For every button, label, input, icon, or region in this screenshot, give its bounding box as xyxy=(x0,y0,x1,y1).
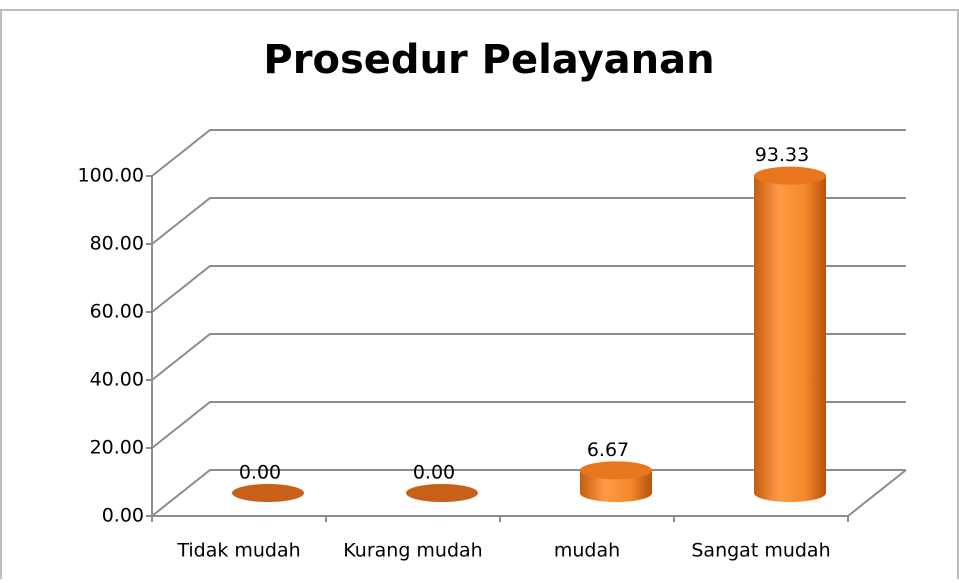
value-label: 93.33 xyxy=(755,144,809,166)
grid-line xyxy=(151,197,906,245)
y-tick-label: 100.00 xyxy=(78,165,144,187)
grid-line xyxy=(151,469,906,517)
value-label: 0.00 xyxy=(413,462,455,484)
cylinder-body xyxy=(754,175,826,503)
x-tick-label: Kurang mudah xyxy=(343,540,482,562)
grid-line xyxy=(151,401,906,449)
x-tick-label: Sangat mudah xyxy=(691,540,830,562)
value-label: 6.67 xyxy=(587,439,629,461)
cylinder-body xyxy=(580,470,652,502)
grid-line xyxy=(151,129,906,177)
cylinder-top xyxy=(232,484,304,502)
y-tick-label: 20.00 xyxy=(90,437,144,459)
cylinder-top xyxy=(580,461,652,480)
y-tick-label: 80.00 xyxy=(90,233,144,255)
value-label: 0.00 xyxy=(239,462,281,484)
x-tick-label: mudah xyxy=(554,540,620,562)
y-tick-label: 40.00 xyxy=(90,369,144,391)
y-tick-label: 0.00 xyxy=(102,505,144,527)
cylinder-top xyxy=(406,484,478,502)
x-tick-label: Tidak mudah xyxy=(176,540,300,562)
cylinder-top xyxy=(754,166,826,185)
grid-line xyxy=(151,265,906,313)
y-tick-label: 60.00 xyxy=(90,301,144,323)
chart-title: Prosedur Pelayanan xyxy=(263,37,714,83)
grid-line xyxy=(151,333,906,381)
